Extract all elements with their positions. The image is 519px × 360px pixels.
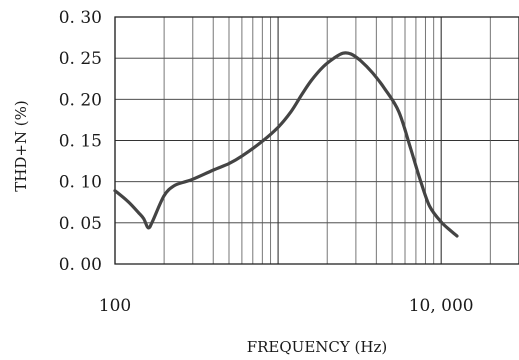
y-tick-label: 0. 00 [59,255,102,275]
series-layer [113,51,459,238]
y-tick-label: 0. 15 [59,132,102,152]
x-axis-tick-labels: 100 10, 000 [99,296,474,316]
y-tick-label: 0. 20 [59,90,102,110]
x-tick-label: 10, 000 [409,296,474,316]
y-tick-label: 0. 30 [59,8,102,28]
grid [114,16,519,265]
y-tick-label: 0. 10 [59,173,102,193]
thd-n-curve [113,51,459,238]
x-axis-title: FREQUENCY (Hz) [247,338,388,356]
y-axis-title: THD+N (%) [12,100,30,192]
y-tick-label: 0. 05 [59,214,102,234]
plot-area-frame [114,16,519,265]
y-axis-tick-labels: 0. 00 0. 05 0. 10 0. 15 0. 20 0. 25 0. 30 [59,8,102,275]
x-tick-label: 100 [99,296,131,316]
y-tick-label: 0. 25 [59,49,102,69]
